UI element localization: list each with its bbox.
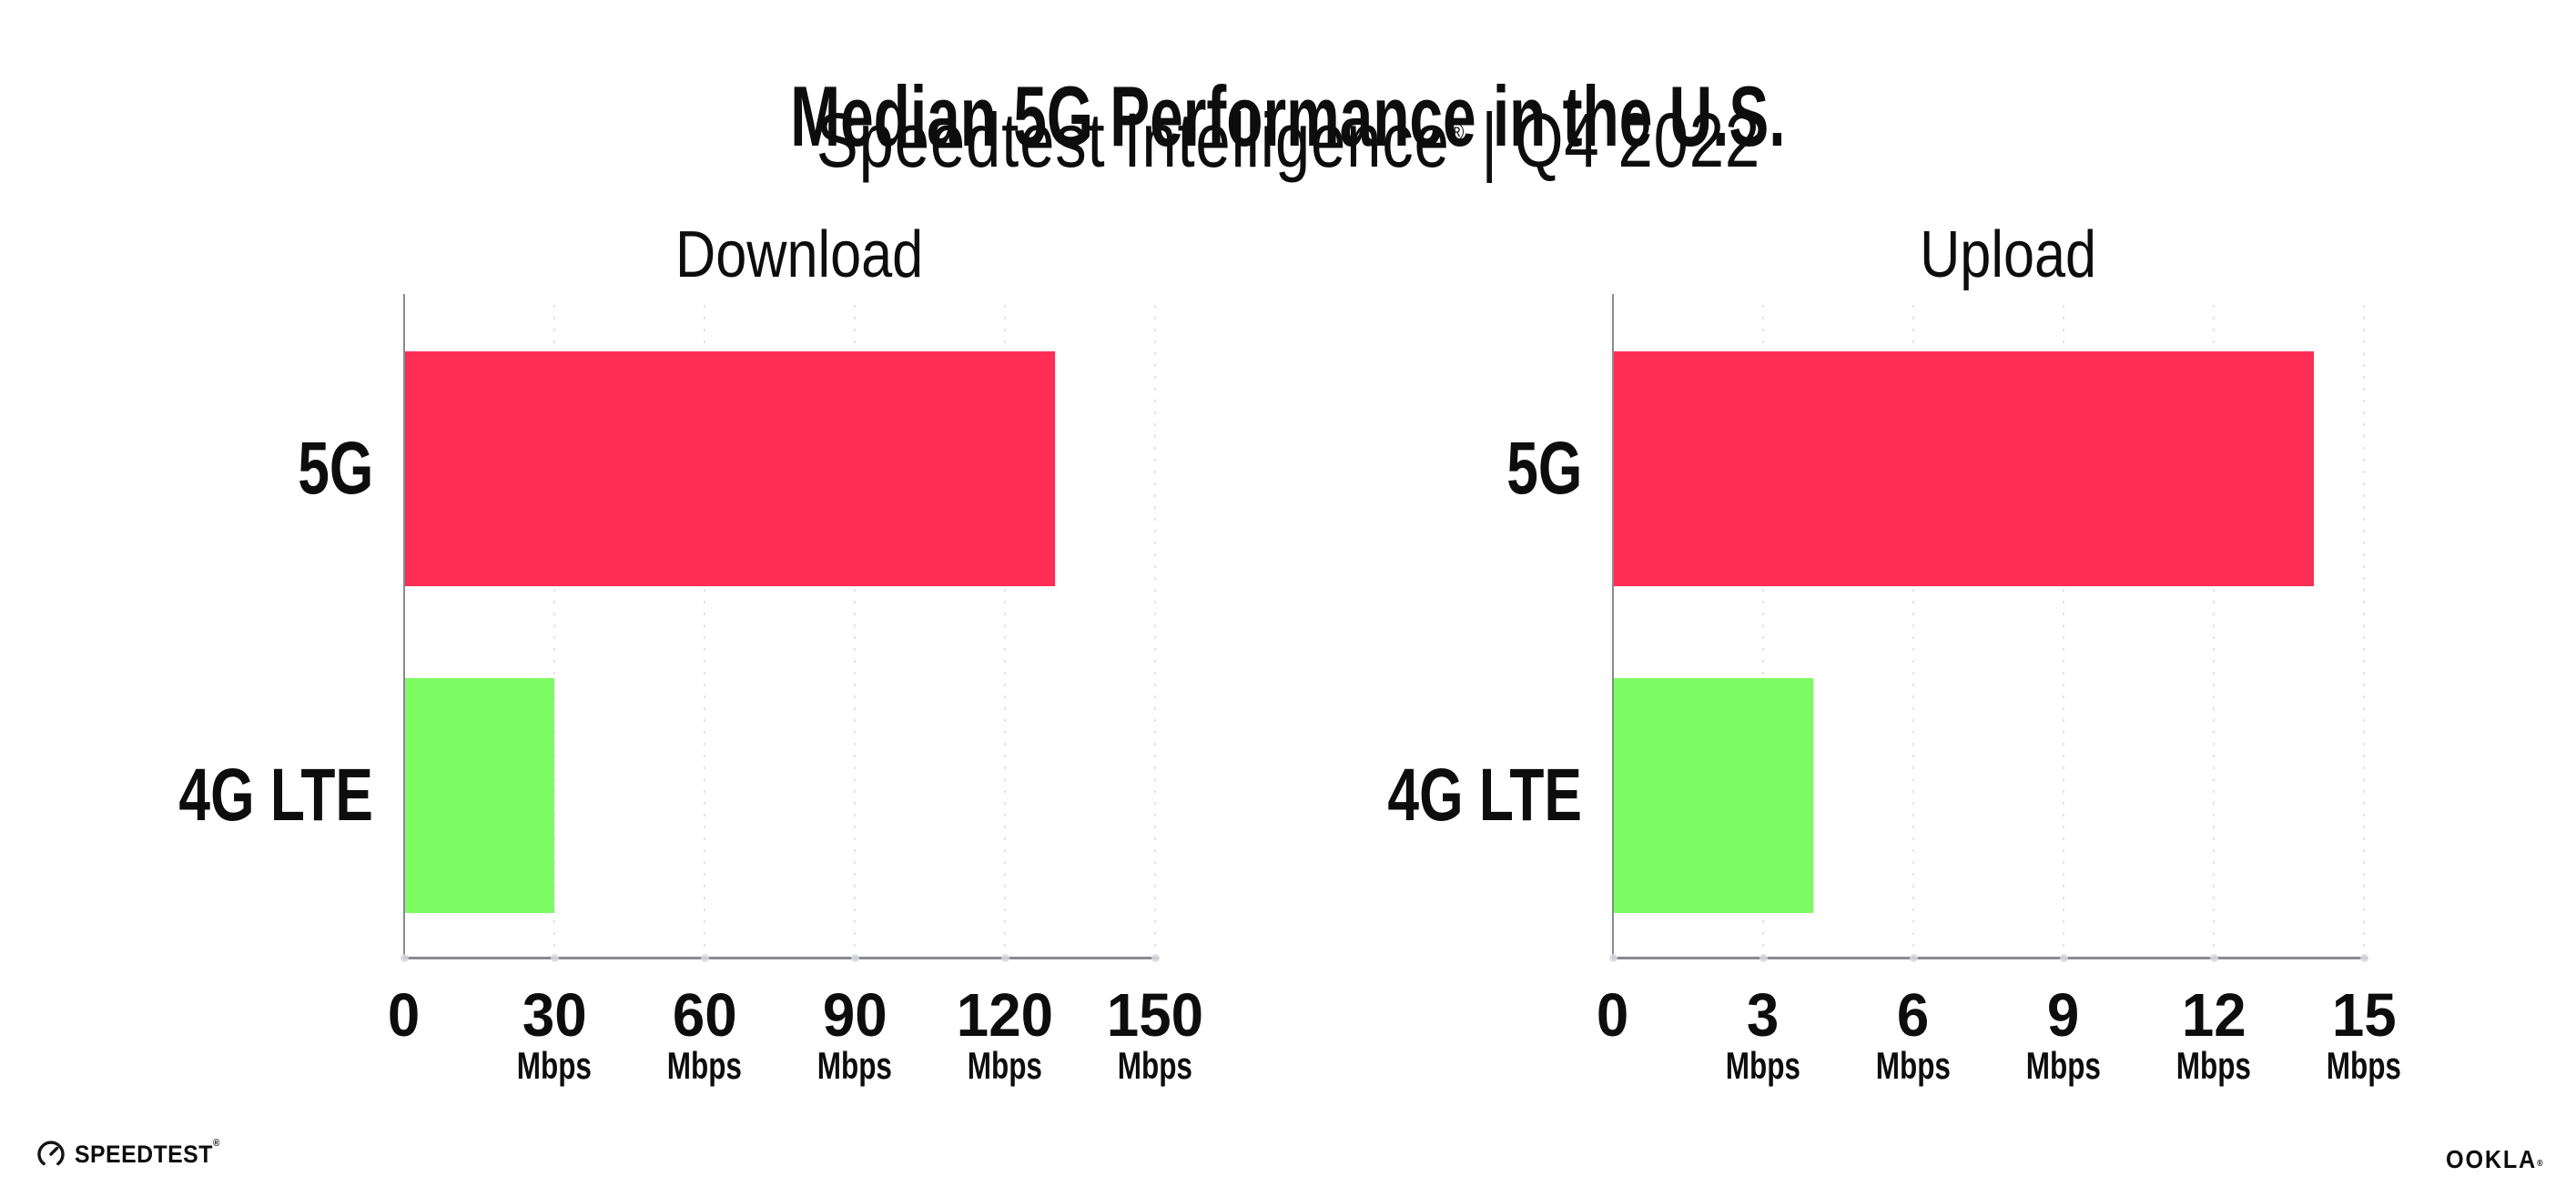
upload-chart-plot-area: [1609, 294, 2368, 962]
page-title: Median 5G Performance in the U.S.: [0, 67, 2576, 164]
gridline-x-3: [1762, 305, 1764, 959]
x-tick-unit-150: Mbps: [1117, 1044, 1193, 1087]
x-tick-unit-90: Mbps: [816, 1044, 893, 1087]
x-axis-line: [403, 957, 1159, 959]
subtitle-period: Q4 2022: [1514, 97, 1760, 183]
x-tick-unit-9: Mbps: [2025, 1044, 2102, 1087]
x-tick-label-15: 15: [2331, 981, 2397, 1050]
x-tick-unit-60: Mbps: [666, 1044, 743, 1087]
page-subtitle: Speedtest Intelligence® | Q4 2022: [0, 100, 2576, 180]
gridline-x-90: [854, 305, 856, 959]
bar-download-5g: [404, 350, 1055, 586]
registered-trademark-symbol: ®: [1449, 118, 1465, 146]
x-tick-unit-6: Mbps: [1875, 1044, 1952, 1087]
axis-tick-dot-60: [701, 954, 709, 962]
category-label-5g: 5G: [297, 426, 373, 510]
axis-tick-dot-90: [851, 954, 859, 962]
axis-tick-dot-15: [2360, 954, 2368, 962]
y-axis-line: [1612, 294, 1614, 959]
ookla-registered-mark: ®: [2536, 1159, 2544, 1169]
axis-tick-dot-6: [1910, 954, 1918, 962]
category-label-4g-lte: 4G LTE: [1387, 753, 1582, 837]
x-tick-label-9: 9: [2047, 981, 2080, 1050]
upload-chart-title: Upload: [1920, 218, 2097, 291]
x-tick-label-120: 120: [956, 981, 1054, 1050]
download-chart-title: Download: [675, 218, 924, 291]
y-axis-line: [403, 294, 405, 959]
x-tick-label-6: 6: [1897, 981, 1930, 1050]
x-tick-label-3: 3: [1747, 981, 1780, 1050]
gridline-x-6: [1912, 305, 1914, 959]
x-tick-unit-3: Mbps: [1725, 1044, 1801, 1087]
speedtest-registered-mark: ®: [212, 1137, 220, 1149]
speedtest-logo: SPEEDTEST®: [36, 1137, 233, 1169]
category-label-4g-lte: 4G LTE: [178, 753, 373, 837]
x-tick-label-150: 150: [1106, 981, 1204, 1050]
x-axis-line: [1612, 957, 2368, 959]
x-tick-label-90: 90: [822, 981, 887, 1050]
x-tick-unit-30: Mbps: [516, 1044, 593, 1087]
x-tick-unit-120: Mbps: [967, 1044, 1043, 1087]
ookla-wordmark: OOKLA®: [2445, 1145, 2544, 1173]
gridline-x-15: [2363, 305, 2365, 959]
axis-tick-dot-0: [401, 954, 409, 962]
subtitle-product: Speedtest Intelligence: [816, 97, 1450, 183]
speedtest-wordmark: SPEEDTEST®: [75, 1137, 220, 1168]
x-tick-label-0: 0: [388, 981, 421, 1050]
gridline-x-9: [2063, 305, 2064, 959]
page-title-text: Median 5G Performance in the U.S.: [790, 67, 1786, 164]
axis-tick-dot-150: [1151, 954, 1160, 962]
x-tick-label-60: 60: [672, 981, 737, 1050]
subtitle-separator: |: [1480, 97, 1498, 183]
gridline-x-150: [1154, 305, 1156, 959]
gridline-x-120: [1004, 305, 1006, 959]
x-tick-label-12: 12: [2181, 981, 2246, 1050]
download-chart-plot-area: [401, 294, 1160, 962]
axis-tick-dot-12: [2210, 954, 2218, 962]
axis-tick-dot-30: [551, 954, 559, 962]
x-tick-label-0: 0: [1597, 981, 1629, 1050]
x-tick-label-30: 30: [522, 981, 587, 1050]
ookla-logo: OOKLA®: [2435, 1147, 2544, 1172]
gridline-x-12: [2213, 305, 2215, 959]
axis-tick-dot-120: [1001, 954, 1009, 962]
axis-tick-dot-9: [2060, 954, 2068, 962]
x-tick-unit-12: Mbps: [2175, 1044, 2252, 1087]
speedometer-gauge-icon: [36, 1140, 66, 1169]
axis-tick-dot-3: [1760, 954, 1768, 962]
x-tick-unit-15: Mbps: [2326, 1044, 2402, 1087]
axis-tick-dot-0: [1609, 954, 1618, 962]
gridline-x-60: [704, 305, 705, 959]
bar-download-4g-lte: [404, 677, 554, 913]
bar-upload-4g-lte: [1613, 677, 1813, 913]
category-label-5g: 5G: [1506, 426, 1582, 510]
gridline-x-30: [553, 305, 555, 959]
bar-upload-5g: [1613, 350, 2314, 586]
